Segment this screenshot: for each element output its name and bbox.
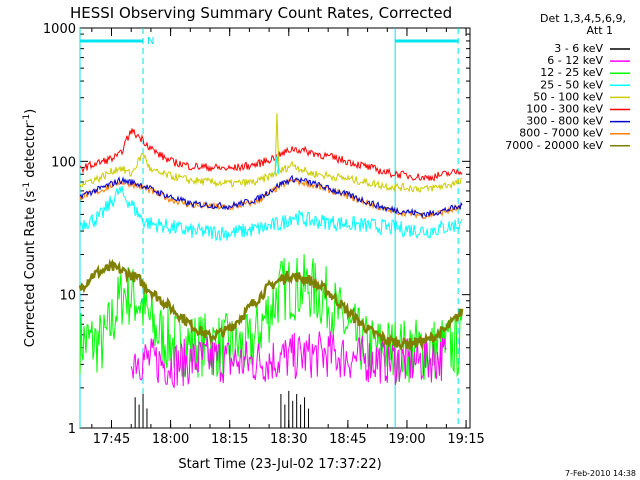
y-tick-label: 1: [68, 422, 76, 437]
legend-label: 50 - 100 keV: [533, 90, 603, 103]
series-50-100-kev: [79, 152, 463, 193]
series-line: [130, 331, 447, 388]
x-axis-label: Start Time (23-Jul-02 17:37:22): [178, 457, 381, 472]
x-tick-label: 19:00: [388, 432, 425, 447]
y-tick-label: 1000: [43, 22, 76, 37]
y-tick-label: 10: [59, 289, 76, 304]
series-line: [78, 258, 464, 352]
series-line: [79, 128, 463, 182]
y-axis-label: Corrected Count Rate (s-1 detector-1): [22, 109, 38, 347]
legend-header-2: Att 1: [587, 24, 613, 37]
x-tick-label: 18:15: [211, 432, 248, 447]
x-tick-label: 18:30: [270, 432, 307, 447]
chart-title: HESSI Observing Summary Count Rates, Cor…: [70, 4, 452, 22]
series-line: [79, 186, 463, 243]
x-tick-label: 18:45: [329, 432, 366, 447]
legend-label: 7000 - 20000 keV: [505, 139, 603, 152]
series-25-50-kev: [79, 186, 463, 243]
legend-label: 12 - 25 keV: [540, 66, 603, 79]
footer-date: 7-Feb-2010 14:38: [565, 469, 636, 478]
x-tick-label: 19:15: [447, 432, 484, 447]
flare-spike: [274, 155, 280, 175]
y-tick-label: 100: [51, 155, 76, 170]
x-tick-label: 18:00: [152, 432, 189, 447]
series-6-12-kev: [130, 331, 447, 388]
flare-spike: [274, 113, 280, 175]
legend-label: 100 - 300 keV: [526, 103, 603, 116]
series-7000-20000-kev: [78, 258, 464, 352]
x-tick-label: 17:45: [93, 432, 130, 447]
legend-label: 800 - 7000 keV: [519, 127, 603, 140]
series-3-6-kev: [134, 390, 309, 428]
series-line: [79, 174, 463, 219]
legend-header-1: Det 1,3,4,5,6,9,: [540, 12, 626, 25]
legend-label: 25 - 50 keV: [540, 78, 603, 91]
legend-label: 3 - 6 keV: [554, 42, 603, 55]
marker-n-label: N: [147, 36, 154, 47]
series-line: [79, 152, 463, 193]
legend-label: 6 - 12 keV: [547, 54, 603, 67]
series-100-300-kev: [79, 128, 463, 182]
series-300-800-kev: [79, 174, 463, 219]
legend-label: 300 - 800 keV: [526, 115, 603, 128]
